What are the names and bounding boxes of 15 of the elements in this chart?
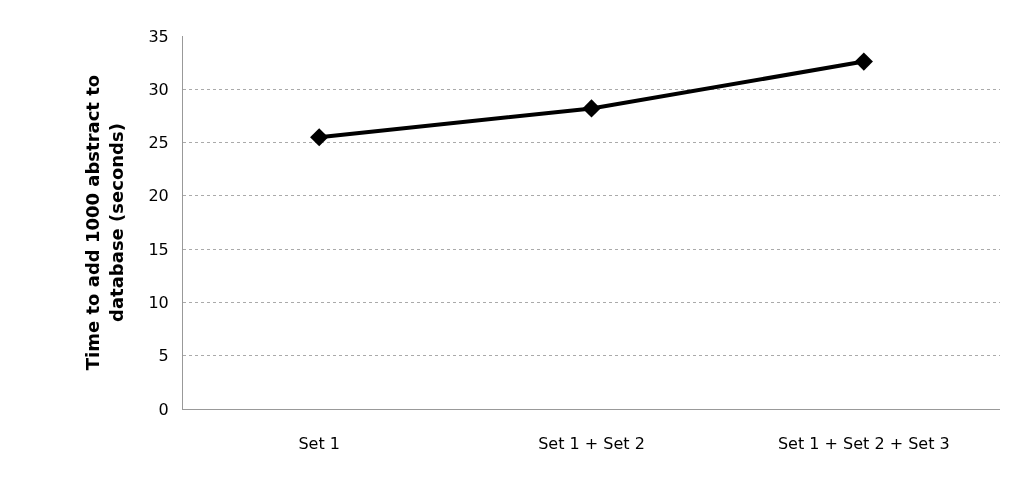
y-tick-label: 15 (148, 239, 169, 259)
y-axis-title: Time to add 1000 abstract to database (seconds) (82, 74, 127, 371)
x-tick-label: Set 1 + Set 2 (538, 434, 645, 454)
y-tick-label: 20 (148, 186, 169, 206)
y-tick-label: 35 (148, 26, 169, 46)
y-tick-label: 0 (158, 399, 169, 419)
point (854, 52, 873, 71)
y-tick-label: 25 (148, 133, 169, 153)
y-tick-label: 10 (148, 293, 169, 313)
point (310, 128, 329, 147)
x-tick-label: Set 1 + Set 2 + Set 3 (777, 434, 950, 454)
y-tick-label: 30 (148, 79, 169, 99)
point (582, 99, 601, 118)
x-tick-label: Set 1 (298, 434, 340, 454)
y-tick-label: 5 (158, 346, 169, 366)
